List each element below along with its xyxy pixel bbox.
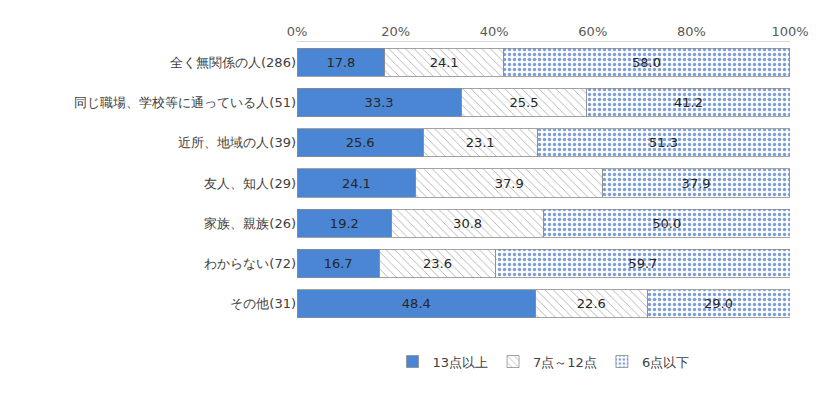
svg-text:40%: 40% [480, 24, 509, 39]
svg-text:23.1: 23.1 [466, 135, 495, 150]
svg-text:60%: 60% [578, 24, 607, 39]
svg-text:25.6: 25.6 [346, 135, 375, 150]
svg-text:20%: 20% [381, 24, 410, 39]
svg-text:24.1: 24.1 [342, 176, 371, 191]
svg-text:16.7: 16.7 [324, 256, 353, 271]
svg-text:33.3: 33.3 [365, 95, 394, 110]
svg-text:100%: 100% [771, 24, 808, 39]
svg-text:わからない(72): わからない(72) [204, 256, 296, 271]
svg-text:80%: 80% [677, 24, 706, 39]
svg-text:24.1: 24.1 [430, 55, 459, 70]
svg-text:50.0: 50.0 [652, 216, 681, 231]
svg-text:全く無関係の人(286): 全く無関係の人(286) [170, 55, 296, 70]
svg-text:19.2: 19.2 [330, 216, 359, 231]
svg-text:近所、地域の人(39): 近所、地域の人(39) [178, 135, 296, 150]
svg-text:0%: 0% [287, 24, 308, 39]
svg-text:30.8: 30.8 [453, 216, 482, 231]
svg-text:同じ職場、学校等に通っている人(51): 同じ職場、学校等に通っている人(51) [74, 95, 296, 110]
svg-text:48.4: 48.4 [402, 296, 431, 311]
svg-text:友人、知人(29): 友人、知人(29) [204, 176, 296, 191]
svg-text:58.0: 58.0 [632, 55, 661, 70]
svg-text:23.6: 23.6 [423, 256, 452, 271]
svg-text:6点以下: 6点以下 [642, 355, 689, 370]
svg-text:51.3: 51.3 [649, 135, 678, 150]
svg-text:41.2: 41.2 [674, 95, 703, 110]
svg-text:37.9: 37.9 [495, 176, 524, 191]
svg-text:25.5: 25.5 [510, 95, 539, 110]
svg-text:13点以上: 13点以上 [433, 355, 489, 370]
svg-text:17.8: 17.8 [326, 55, 355, 70]
svg-text:7点～12点: 7点～12点 [533, 355, 597, 370]
svg-text:37.9: 37.9 [682, 176, 711, 191]
svg-text:家族、親族(26): 家族、親族(26) [204, 216, 296, 231]
svg-text:29.0: 29.0 [704, 296, 733, 311]
svg-text:その他(31): その他(31) [230, 296, 296, 311]
svg-text:22.6: 22.6 [577, 296, 606, 311]
svg-text:59.7: 59.7 [628, 256, 657, 271]
